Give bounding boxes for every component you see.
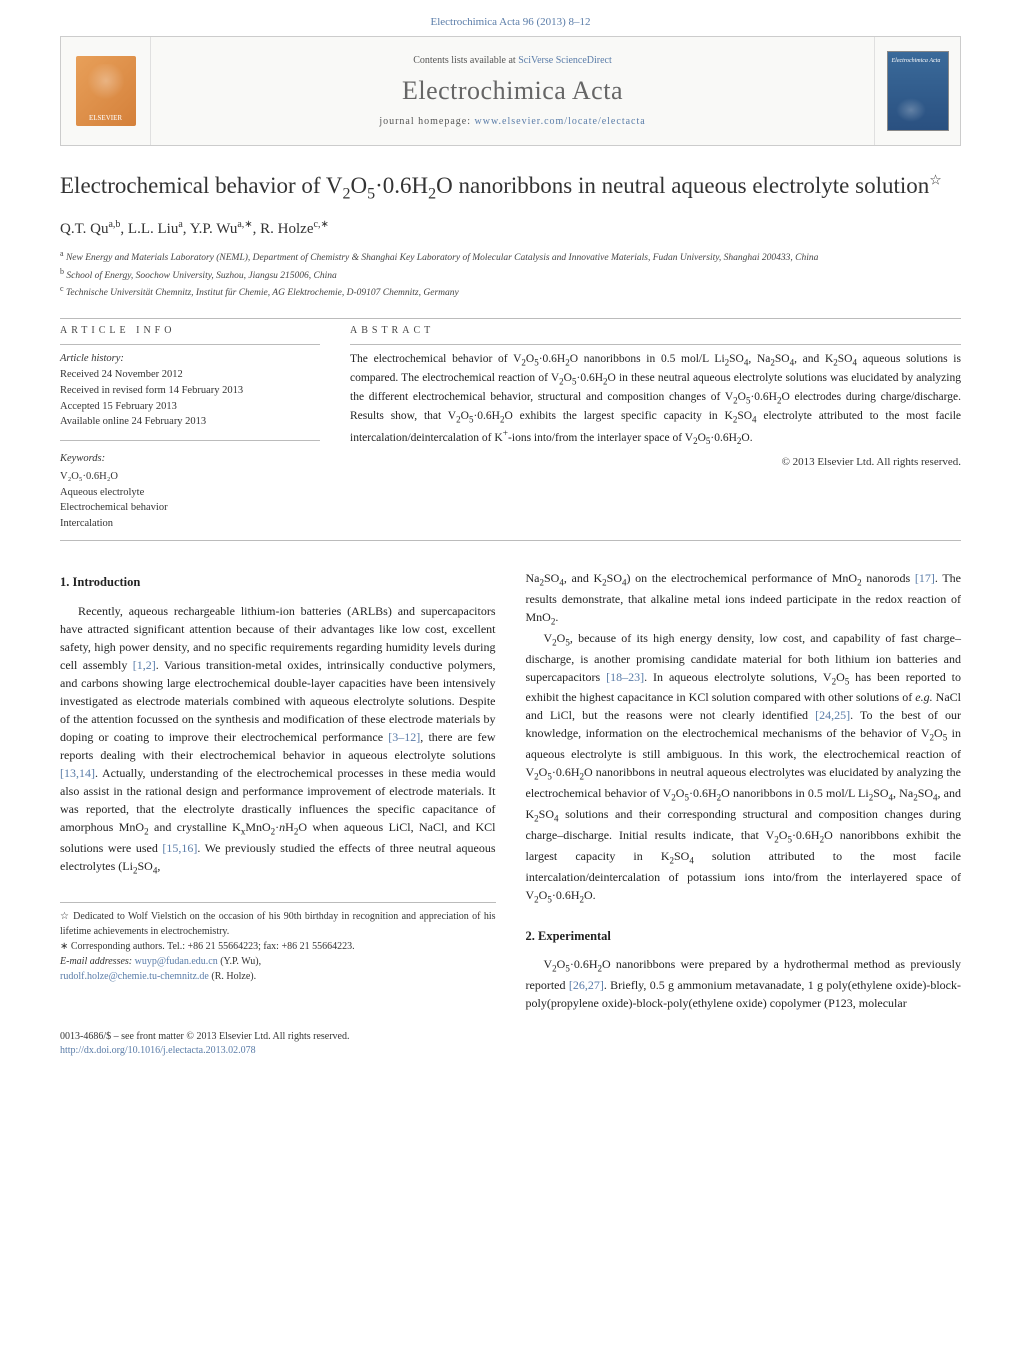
article-history-head: Article history: [60, 351, 320, 367]
affiliation-a: a New Energy and Materials Laboratory (N… [60, 248, 961, 265]
homepage-prefix: journal homepage: [379, 116, 474, 127]
elsevier-logo-label: ELSEVIER [89, 114, 122, 122]
exp-p1: V2O5·0.6H2O nanoribbons were prepared by… [526, 955, 962, 1012]
intro-p2: Na2SO4, and K2SO4) on the electrochemica… [526, 569, 962, 629]
abstract-column: abstract The electrochemical behavior of… [350, 325, 961, 532]
contents-prefix: Contents lists available at [413, 55, 518, 66]
history-online: Available online 24 February 2013 [60, 414, 320, 430]
keyword-0: V₂O₅·0.6H₂O [60, 469, 320, 485]
email-1-link[interactable]: wuyp@fudan.edu.cn [135, 956, 218, 967]
contents-line: Contents lists available at SciVerse Sci… [413, 55, 612, 66]
title-footnote-star: ☆ [929, 173, 942, 188]
email-2-who: (R. Holze). [211, 971, 256, 982]
journal-cover-label: Electrochimica Acta [892, 58, 941, 64]
journal-cover-box: Electrochimica Acta [874, 37, 960, 145]
affiliations: a New Energy and Materials Laboratory (N… [60, 248, 961, 300]
keywords-head: Keywords: [60, 451, 320, 467]
keyword-3: Intercalation [60, 516, 320, 532]
abstract-label: abstract [350, 325, 961, 336]
bottom-bar: 0013-4686/$ – see front matter © 2013 El… [0, 1012, 1021, 1082]
elsevier-logo: ELSEVIER [76, 56, 136, 126]
article-info-label: article info [60, 325, 320, 336]
section-intro-head: 1. Introduction [60, 573, 496, 592]
intro-p3: V2O5, because of its high energy density… [526, 629, 962, 907]
title-text: Electrochemical behavior of V2O5·0.6H2O … [60, 173, 929, 198]
rule-keywords [60, 440, 320, 441]
banner-center: Contents lists available at SciVerse Sci… [151, 37, 874, 145]
footnote-corr: ∗ Corresponding authors. Tel.: +86 21 55… [60, 939, 496, 954]
publisher-logo-box: ELSEVIER [61, 37, 151, 145]
affiliation-b: b School of Energy, Soochow University, … [60, 266, 961, 283]
front-matter-line: 0013-4686/$ – see front matter © 2013 El… [60, 1030, 961, 1044]
email-2-link[interactable]: rudolf.holze@chemie.tu-chemnitz.de [60, 971, 209, 982]
keyword-2: Electrochemical behavior [60, 500, 320, 516]
history-received: Received 24 November 2012 [60, 367, 320, 383]
emails-label: E-mail addresses: [60, 956, 132, 967]
rule-abs [350, 344, 961, 345]
abstract-copyright: © 2013 Elsevier Ltd. All rights reserved… [350, 456, 961, 468]
article-title: Electrochemical behavior of V2O5·0.6H2O … [60, 170, 961, 205]
section-exp-head: 2. Experimental [526, 927, 962, 946]
homepage-line: journal homepage: www.elsevier.com/locat… [379, 116, 645, 127]
running-head: Electrochimica Acta 96 (2013) 8–12 [0, 0, 1021, 36]
history-accepted: Accepted 15 February 2013 [60, 399, 320, 415]
rule-top [60, 318, 961, 319]
journal-cover-icon: Electrochimica Acta [887, 51, 949, 131]
history-revised: Received in revised form 14 February 201… [60, 383, 320, 399]
journal-banner: ELSEVIER Contents lists available at Sci… [60, 36, 961, 146]
doi-link[interactable]: http://dx.doi.org/10.1016/j.electacta.20… [60, 1045, 256, 1056]
body-columns: 1. Introduction Recently, aqueous rechar… [60, 569, 961, 1012]
journal-name: Electrochimica Acta [402, 76, 623, 106]
homepage-link[interactable]: www.elsevier.com/locate/electacta [475, 116, 646, 127]
article-info-column: article info Article history: Received 2… [60, 325, 320, 532]
authors-line: Q.T. Qua,b, L.L. Liua, Y.P. Wua,∗, R. Ho… [60, 219, 961, 238]
footnote-emails: E-mail addresses: wuyp@fudan.edu.cn (Y.P… [60, 954, 496, 984]
abstract-text: The electrochemical behavior of V2O5·0.6… [350, 351, 961, 448]
footnote-star: ☆ Dedicated to Wolf Vielstich on the occ… [60, 909, 496, 939]
sciencedirect-link[interactable]: SciVerse ScienceDirect [518, 55, 612, 66]
keyword-1: Aqueous electrolyte [60, 485, 320, 501]
footnotes: ☆ Dedicated to Wolf Vielstich on the occ… [60, 902, 496, 984]
email-1-who: (Y.P. Wu), [220, 956, 261, 967]
intro-p1: Recently, aqueous rechargeable lithium-i… [60, 602, 496, 878]
rule-info [60, 344, 320, 345]
affiliation-c: c Technische Universität Chemnitz, Insti… [60, 283, 961, 300]
rule-bottom [60, 540, 961, 541]
